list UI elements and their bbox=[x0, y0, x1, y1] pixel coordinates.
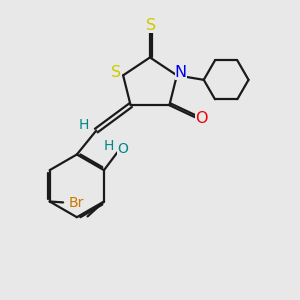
Text: S: S bbox=[146, 18, 157, 33]
Text: H: H bbox=[79, 118, 89, 132]
Text: N: N bbox=[175, 65, 187, 80]
Text: Br: Br bbox=[68, 196, 84, 210]
Text: S: S bbox=[112, 65, 122, 80]
Text: O: O bbox=[195, 111, 208, 126]
Text: H: H bbox=[103, 139, 114, 153]
Text: O: O bbox=[117, 142, 128, 156]
